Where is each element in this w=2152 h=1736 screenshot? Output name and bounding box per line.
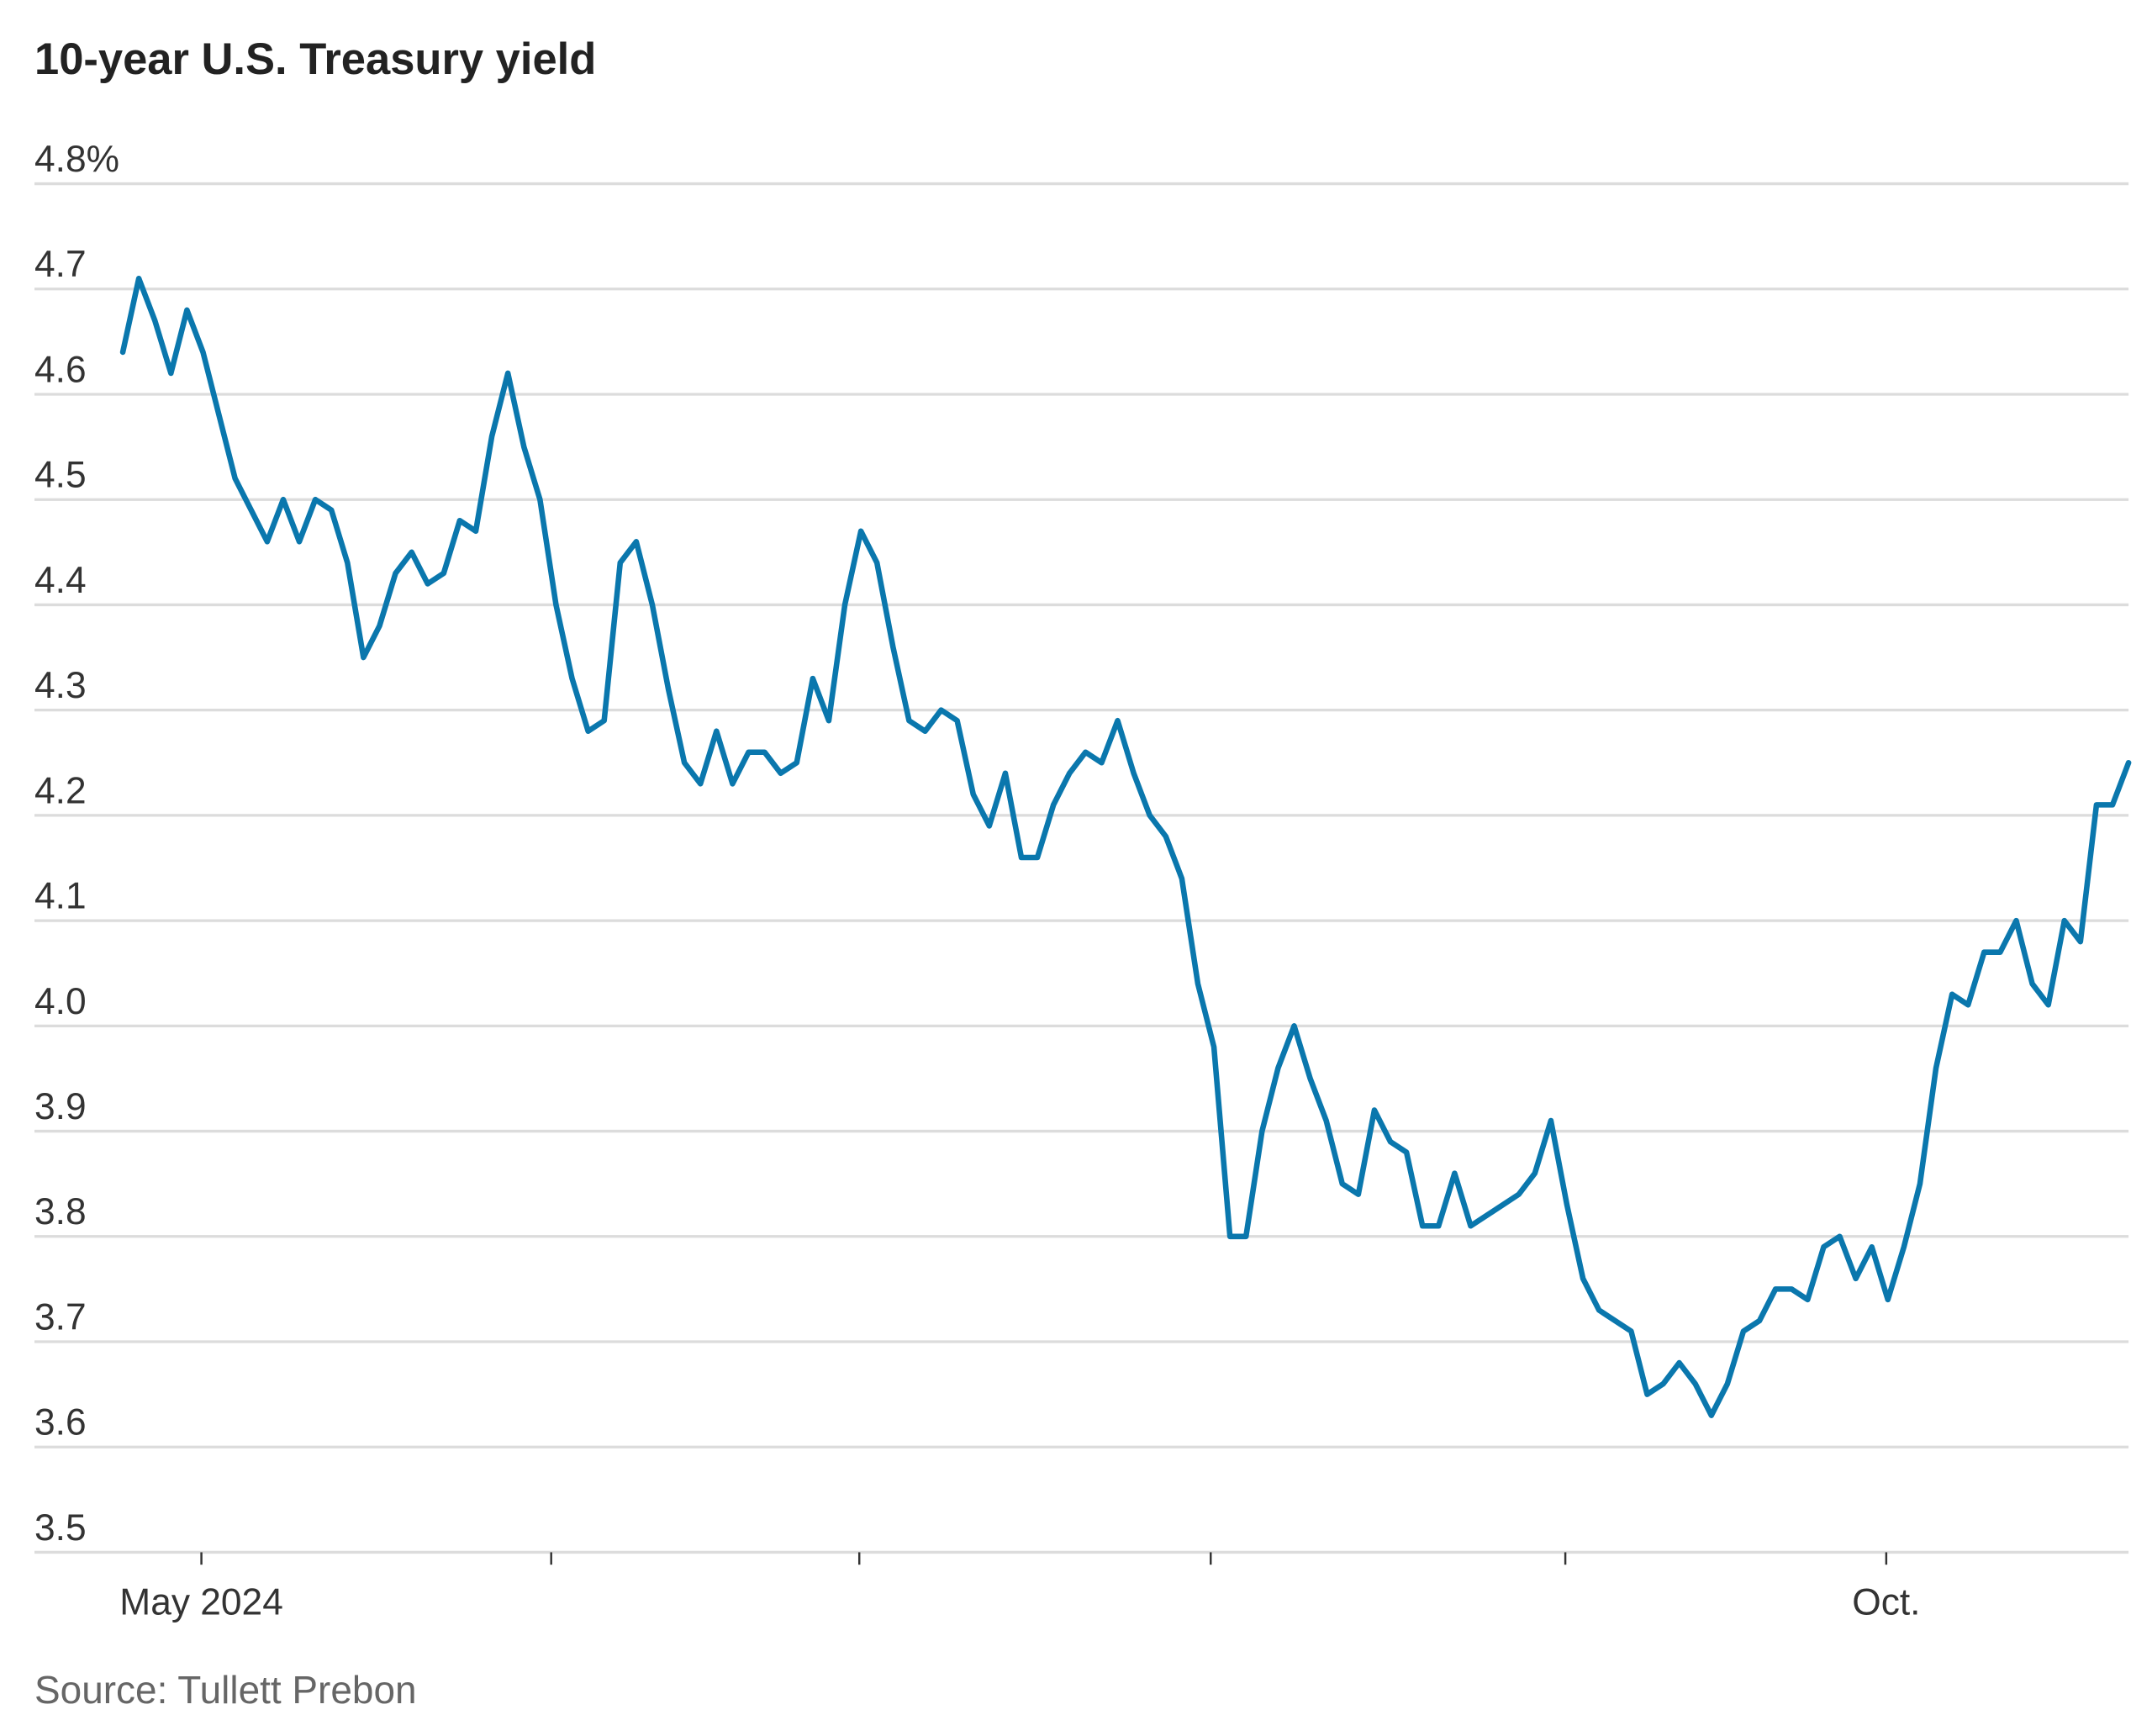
chart-title: 10-year U.S. Treasury yield [34, 34, 596, 84]
y-tick-label: 3.9 [34, 1086, 87, 1127]
y-tick-label: 3.6 [34, 1402, 87, 1443]
y-tick-label: 4.7 [34, 244, 87, 285]
y-tick-label: 3.7 [34, 1296, 87, 1338]
x-tick-label: Oct. [1852, 1582, 1920, 1623]
y-tick-label: 4.3 [34, 665, 87, 706]
x-tick-label: May 2024 [119, 1582, 283, 1623]
y-tick-label: 4.1 [34, 876, 87, 917]
y-tick-label: 4.2 [34, 770, 87, 811]
y-tick-label: 4.0 [34, 981, 87, 1022]
line [119, 275, 2132, 1418]
y-tick-label: 4.5 [34, 455, 87, 496]
source: Source: Tullett Prebon [34, 1668, 417, 1712]
y-tick-label: 4.8% [34, 139, 119, 180]
y-tick-label: 3.8 [34, 1191, 87, 1232]
y-tick-label: 4.6 [34, 349, 87, 390]
y-tick-label: 4.4 [34, 560, 87, 601]
y-tick-label: 3.5 [34, 1507, 87, 1549]
